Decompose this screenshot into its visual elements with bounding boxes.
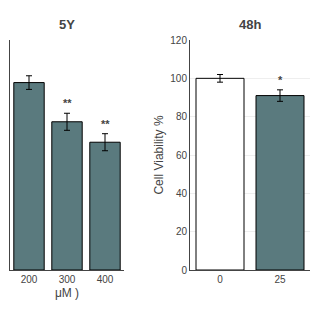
- svg-text:40: 40: [176, 188, 188, 199]
- svg-text:**: **: [101, 118, 110, 130]
- svg-text:100: 100: [170, 73, 187, 84]
- svg-text:200: 200: [21, 274, 38, 285]
- svg-text:*: *: [278, 74, 283, 86]
- svg-text:Cell Viability %: Cell Viability %: [152, 115, 166, 194]
- svg-text:**: **: [63, 97, 72, 109]
- svg-text:0: 0: [181, 265, 187, 276]
- svg-text:5Y: 5Y: [59, 17, 75, 32]
- svg-text:0: 0: [217, 274, 223, 285]
- svg-text:80: 80: [176, 111, 188, 122]
- svg-text:48h: 48h: [239, 17, 261, 32]
- svg-text:20: 20: [176, 226, 188, 237]
- svg-text:μM ): μM ): [55, 286, 79, 300]
- svg-text:400: 400: [97, 274, 114, 285]
- svg-text:120: 120: [170, 35, 187, 46]
- svg-text:25: 25: [274, 274, 286, 285]
- svg-text:60: 60: [176, 150, 188, 161]
- svg-text:300: 300: [59, 274, 76, 285]
